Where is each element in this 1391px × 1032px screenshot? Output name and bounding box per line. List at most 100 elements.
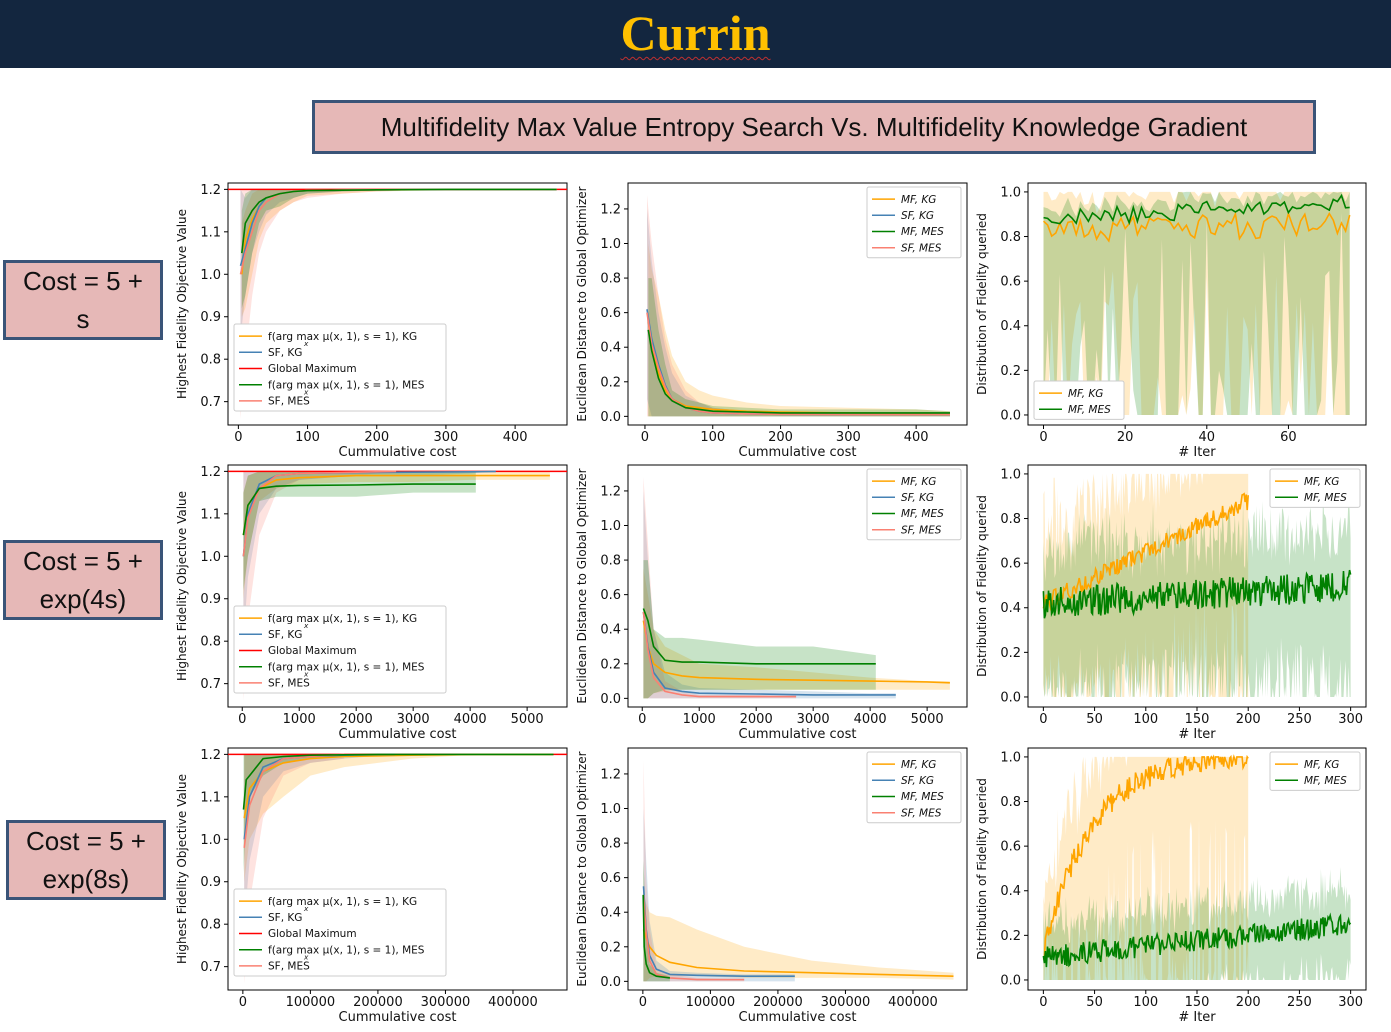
x-axis-label: Cummulative cost [739,445,857,460]
band-mes [643,860,670,982]
legend-label-mes: MF, MES [1304,492,1347,504]
band-sf_kg [643,490,896,699]
series-line-sf_mes [646,312,950,416]
x-tick-label: 0 [638,712,646,727]
series-line-sf_mes [242,470,397,557]
band-sf_kg [643,808,795,982]
chart-r1c0: 0 1000 2000 3000 4000 5000 0.7 0.8 0.9 1.0 1.1 1.2 C… [175,464,568,742]
y-tick-label: 0.8 [600,837,621,852]
x-tick-label: 300000 [821,995,871,1010]
y-tick-label: 0.4 [600,906,621,921]
y-tick-label: 0.0 [1000,973,1021,988]
x-tick-label: 20 [1117,430,1134,445]
y-tick-label: 1.2 [200,748,221,763]
y-axis-label: Euclidean Distance to Global Optimizer [575,468,589,703]
band-sf_kg [240,189,557,338]
x-tick-label: 2000 [340,712,373,727]
chart-r0c2: 0 20 40 60 0.0 0.2 0.4 0.6 0.8 1.0 # Iter Distribut… [975,182,1367,460]
plot-content [228,188,567,419]
legend-label-sf_mes: SF, MES [901,807,942,819]
legend-label-mes: MF, MES [901,226,944,238]
y-tick-label: 1.0 [1000,750,1021,765]
legend-label-kg: f(arg max μ(x, 1), s = 1), KG [268,896,417,908]
legend-label-global: Global Maximum [268,645,357,657]
x-tick-label: 100 [700,430,725,445]
y-tick-label: 0.8 [200,918,221,933]
y-tick-label: 0.0 [1000,408,1021,423]
plot-content [228,470,567,701]
y-tick-label: 0.2 [1000,929,1021,944]
x-axis-label: Cummulative cost [739,1010,857,1025]
y-tick-label: 0.7 [200,677,221,692]
x-tick-label: 0 [239,995,247,1010]
y-tick-label: 0.6 [600,588,621,603]
legend-label-global: Global Maximum [268,928,357,940]
x-tick-label: 400000 [888,995,938,1010]
chart-r0c1: 0 100 200 300 400 0.0 0.2 0.4 0.6 0.8 1.0 1.2 Cummul… [575,182,968,460]
x-tick-label: 0 [641,430,649,445]
x-tick-label: 100 [1133,995,1158,1010]
series-line-mes [241,188,557,254]
legend-box [233,323,447,412]
plot-content [1042,473,1352,697]
plot-content [228,753,567,984]
plot-content [1042,754,1352,980]
series-line-mes [242,483,476,536]
plot-content [642,760,954,982]
x-tick-label: 200 [1236,995,1261,1010]
series-line-kg [1042,210,1351,243]
x-tick-label: 0 [1039,430,1047,445]
y-tick-label: 1.0 [600,237,621,252]
x-axis-label: # Iter [1178,1010,1216,1025]
y-tick-label: 1.2 [600,484,621,499]
y-tick-label: 1.1 [200,507,221,522]
x-tick-label: 3000 [397,712,430,727]
legend-label-sf_kg: SF, KG [901,210,934,222]
y-tick-label: 0.4 [600,623,621,638]
legend-label-kg: MF, KG [1304,476,1339,488]
y-axis-label: Euclidean Distance to Global Optimizer [575,751,589,986]
y-tick-label: 0.0 [1000,690,1021,705]
legend-subscript: x [303,388,309,397]
x-tick-label: 400 [904,430,929,445]
x-tick-label: 5000 [911,712,944,727]
series-line-mes [242,753,554,810]
series-line-mes [1043,193,1350,226]
y-axis-label: Euclidean Distance to Global Optimizer [575,186,589,421]
legend-label-kg: MF, KG [1304,759,1339,771]
y-tick-label: 0.9 [200,875,221,890]
y-tick-label: 0.6 [1000,557,1021,572]
y-axis-label: Highest Fidelity Objective Value [175,209,189,399]
y-tick-label: 1.0 [1000,185,1021,200]
x-tick-label: 3000 [797,712,830,727]
y-tick-label: 0.8 [1000,795,1021,810]
y-tick-label: 0.6 [600,871,621,886]
series-line-mes [642,894,670,979]
x-tick-label: 150 [1185,712,1210,727]
legend-label-kg: MF, KG [901,194,936,206]
series-line-sf_mes [642,611,797,698]
y-tick-label: 0.4 [1000,884,1021,899]
cost-label-s: Cost = 5 + s [3,260,163,340]
cost-label-exp8s: Cost = 5 + exp(8s) [6,820,166,900]
band-sf_mes [643,477,797,699]
x-axis-label: Cummulative cost [339,727,457,742]
legend-label-mes: MF, MES [1304,775,1347,787]
band-kg [243,471,550,599]
series-line-sf_mes [642,894,745,981]
y-axis-label: Distribution of Fidelity queried [975,495,989,677]
legend-subscript: x [303,953,309,962]
y-tick-label: 1.1 [200,790,221,805]
band-sf_kg [243,471,496,642]
x-tick-label: 0 [1039,712,1047,727]
legend-box [233,888,447,977]
x-tick-label: 400 [503,430,528,445]
x-axis-label: # Iter [1178,727,1216,742]
x-tick-label: 200000 [753,995,803,1010]
series-line-mes [1042,912,1352,968]
y-tick-label: 0.9 [200,310,221,325]
legend-subscript: x [303,621,309,630]
legend-label-sf_mes: SF, MES [268,961,310,973]
x-tick-label: 5000 [511,712,544,727]
series-line-mes [647,329,950,414]
